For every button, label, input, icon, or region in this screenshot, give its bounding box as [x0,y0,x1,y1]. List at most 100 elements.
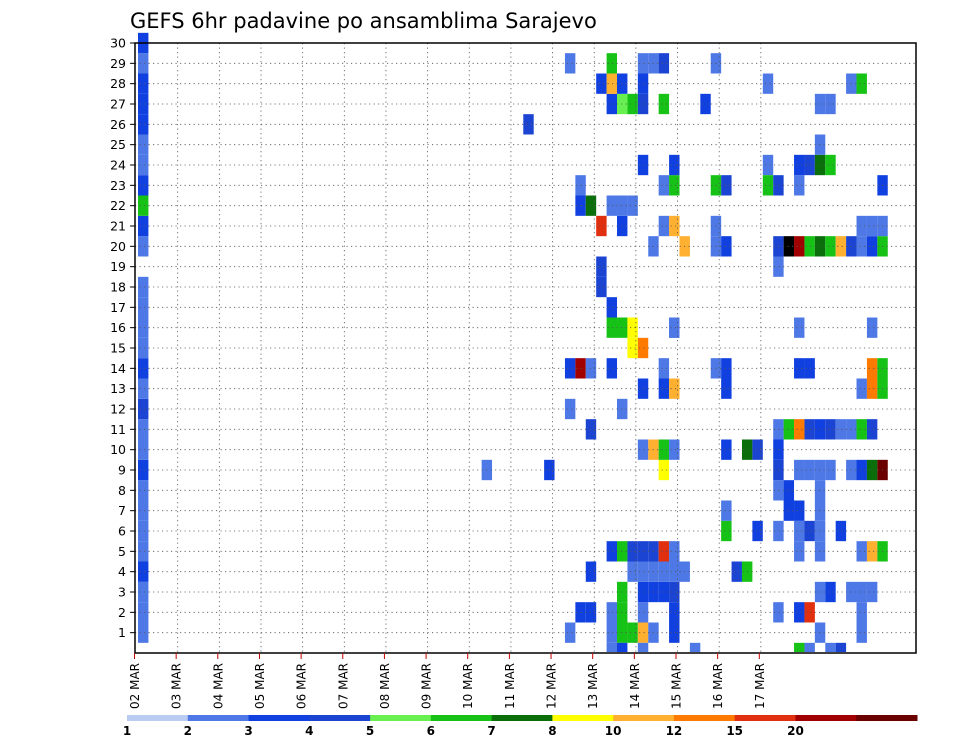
heat-cell [138,500,149,521]
heat-cell [627,195,638,216]
colorbar-swatch [552,715,614,721]
y-axis: 1234567891011121314151617181920212223242… [110,36,135,640]
heat-cell [773,175,784,196]
heat-cell [783,236,795,257]
heat-cell [835,642,847,652]
heat-cell [606,93,618,115]
heat-cell [617,581,628,603]
y-tick-label: 28 [110,76,126,91]
colorbar-label: 5 [366,724,374,738]
colorbar-label: 10 [605,724,622,738]
heat-cell [658,561,670,582]
chart-title: GEFS 6hr padavine po ansamblima Sarajevo [130,9,597,33]
heat-cell [825,93,836,115]
heat-cell [138,480,149,501]
heat-cell [138,561,149,582]
y-tick-label: 1 [118,625,126,640]
heat-cell [627,622,638,643]
x-tick-label: 08 MAR [378,663,392,709]
x-tick-label: 14 MAR [628,663,642,709]
x-tick-label: 13 MAR [586,663,600,709]
heat-cell [138,419,149,440]
heat-cell [866,215,878,237]
heat-cell [637,93,649,115]
heat-cell [794,175,805,196]
x-tick-label: 12 MAR [545,663,559,709]
heat-cell [794,358,805,379]
x-tick-label: 11 MAR [503,663,517,709]
heat-cell [856,459,867,481]
heat-cell [637,541,649,562]
y-tick-label: 22 [110,198,126,213]
heat-cell [773,520,784,542]
y-tick-label: 30 [110,36,126,51]
cells-layer [138,32,888,652]
heat-cell [658,581,670,603]
colorbar-label: 8 [548,724,556,738]
heat-cell [669,154,680,176]
y-tick-label: 10 [110,442,126,457]
heat-cell [804,236,815,257]
colorbar-swatch [187,715,250,721]
heat-cell [773,419,784,440]
heat-cell [669,175,680,196]
colorbar-swatch [673,715,736,721]
heat-cell [637,642,649,652]
heat-cell [658,541,670,562]
colorbar-label: 6 [427,724,435,738]
heat-cell [794,520,805,542]
heat-cell [138,622,149,643]
heat-cell [138,337,149,359]
colorbar: 1 2 3 4 5 6 7 8 10 12 15 20 [123,715,918,738]
heat-cell [596,73,607,94]
heat-cell [721,500,732,521]
heat-cell [138,53,149,74]
heat-cell [637,439,649,460]
heat-cell [731,561,742,582]
heat-cell [138,134,149,155]
heat-cell [825,642,836,652]
heat-cell [804,358,815,379]
heat-cell [835,236,847,257]
heat-cell [866,378,878,399]
heat-cell [606,358,618,379]
y-tick-label: 25 [110,137,126,152]
heat-cell [138,195,149,216]
heat-cell [866,317,878,338]
x-tick-label: 17 MAR [753,663,767,709]
heat-cell [783,500,795,521]
heat-cell [866,419,878,440]
heat-cell [721,236,732,257]
heat-cell [617,602,628,623]
heat-cell [138,602,149,623]
colorbar-label: 7 [487,724,495,738]
x-tick-label: 15 MAR [669,663,683,709]
heat-cell [752,439,763,460]
colorbar-label: 15 [726,724,743,738]
heat-cell [825,581,836,603]
heat-cell [762,154,774,176]
heat-cell [138,398,149,420]
heat-cell [617,195,628,216]
heat-cell [773,439,784,460]
heat-cell [856,215,867,237]
heat-cell [637,73,649,94]
heat-cell [721,175,732,196]
y-tick-label: 9 [118,463,126,478]
heat-cell [794,541,805,562]
y-tick-label: 18 [110,280,126,295]
heat-cell [606,317,618,338]
heat-cell [138,73,149,94]
y-tick-label: 13 [110,381,126,396]
colorbar-swatch [248,715,310,721]
heat-cell [658,53,670,74]
heat-cell [585,419,597,440]
heat-cell [627,541,638,562]
heat-cell [773,256,784,277]
heat-cell [658,215,670,237]
heat-cell [783,480,795,501]
heat-cell [585,561,597,582]
heat-cell [658,378,670,399]
heat-cell [804,520,815,542]
heat-cell [866,541,878,562]
